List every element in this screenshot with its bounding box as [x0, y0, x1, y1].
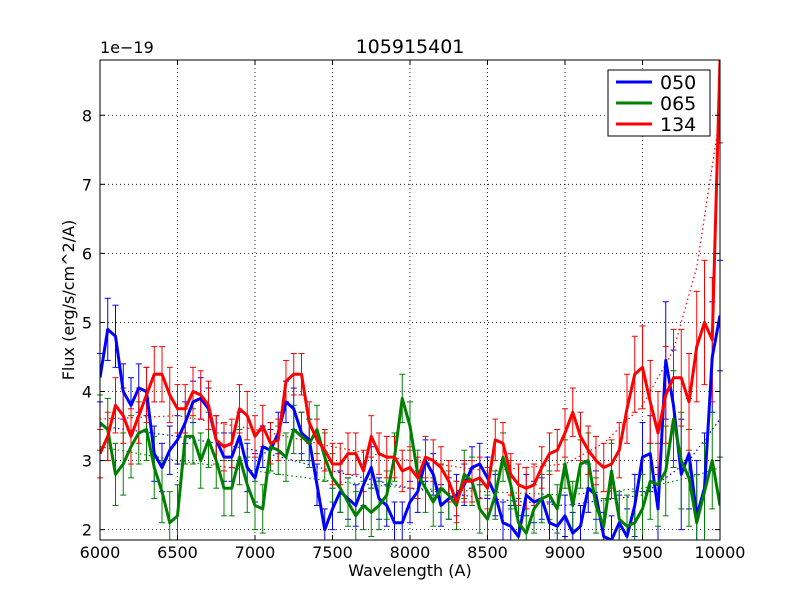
- x-axis-label: Wavelength (A): [348, 561, 471, 580]
- y-tick-label: 4: [82, 383, 92, 402]
- legend: 050 065 134: [607, 69, 711, 137]
- x-tick-label: 9500: [622, 543, 663, 562]
- series-line-065: [100, 396, 720, 535]
- y-offset-label: 1e−19: [100, 38, 154, 57]
- legend-label-134: 134: [660, 114, 696, 136]
- x-tick-label: 7000: [235, 543, 276, 562]
- x-tick-label: 10000: [695, 543, 746, 562]
- series-line-050: [100, 315, 720, 540]
- x-tick-label: 8500: [467, 543, 508, 562]
- y-tick-label: 5: [82, 313, 92, 332]
- y-tick-label: 6: [82, 244, 92, 263]
- x-tick-label: 6500: [157, 543, 198, 562]
- y-tick-label: 7: [82, 175, 92, 194]
- x-tick-label: 9000: [545, 543, 586, 562]
- chart-title: 105915401: [356, 36, 465, 58]
- y-tick-label: 3: [82, 452, 92, 471]
- x-tick-label: 8000: [390, 543, 431, 562]
- series-lines: [100, 60, 720, 540]
- y-tick-label: 8: [82, 106, 92, 125]
- ticks: 6000 6500 7000 7500 8000 8500 9000 9500 10000 2 3 4…: [80, 60, 746, 562]
- y-axis-label: Flux (erg/s/cm^2/A): [59, 220, 78, 381]
- legend-label-050: 050: [660, 72, 696, 94]
- x-tick-label: 6000: [80, 543, 121, 562]
- y-tick-label: 2: [82, 521, 92, 540]
- series-line-134: [100, 60, 720, 504]
- x-tick-label: 7500: [312, 543, 353, 562]
- legend-label-065: 065: [660, 93, 696, 115]
